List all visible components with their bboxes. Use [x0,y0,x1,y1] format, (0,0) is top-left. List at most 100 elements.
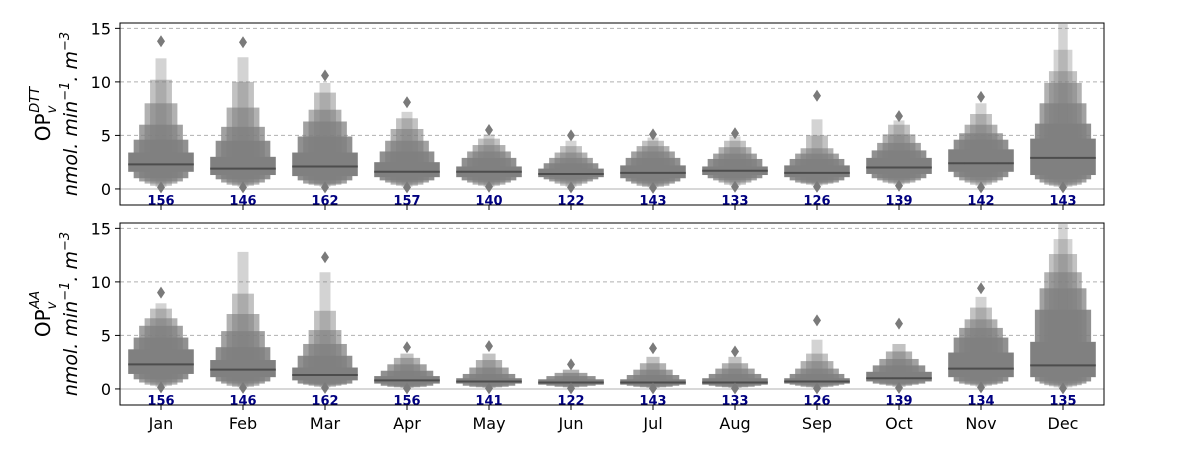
outlier-marker-low [977,181,985,194]
outlier-marker [977,282,985,295]
xtick-label-apr: Apr [393,414,421,433]
boxen-feb: 146 [210,36,276,209]
boxen-jan: 156 [128,35,194,209]
outlier-marker-low [567,181,575,194]
ytick-label-15: 15 [91,219,111,238]
outlier-marker-low [485,382,493,395]
xtick-label-oct: Oct [885,414,913,433]
outlier-marker-low [403,181,411,194]
boxen-level-4 [964,319,998,385]
outlier-marker [157,35,165,48]
boxen-level-6 [1053,49,1073,187]
ylabel-quantity: OPvAA [28,291,60,337]
boxen-level-6 [975,296,987,387]
boxen-level-5 [150,79,172,186]
outlier-marker [485,124,493,137]
boxen-level-4 [800,148,834,184]
boxen-level-6 [319,82,331,187]
ytick-label-10: 10 [91,273,111,292]
boxen-level-5 [892,343,906,387]
outlier-marker [895,317,903,330]
outlier-marker-low [403,382,411,395]
boxen-level-4 [882,134,916,183]
boxen-level-6 [729,136,741,186]
outlier-marker-low [813,180,821,193]
outlier-marker [567,358,575,371]
panel-1: 156 146 162 157 140 122 143 133 126 139 142 1430510… [28,19,1105,210]
outlier-marker [649,128,657,141]
boxen-nov: 134 [948,282,1014,409]
boxen-level-5 [396,118,418,186]
outlier-marker [731,127,739,140]
outlier-marker-low [731,180,739,193]
xtick-label-jun: Jun [558,414,584,433]
outlier-marker [567,129,575,142]
x-axis-labels: Jan Feb Mar Apr May Jun Jul Aug Sep Oct Nov Dec [148,414,1079,433]
boxen-level-5 [482,353,496,388]
boxen-level-4 [144,318,178,385]
boxen-apr: 156 [374,341,440,409]
boxen-level-6 [155,58,167,187]
boxen-level-6 [319,272,331,388]
ytick-label-15: 15 [91,19,111,38]
boxen-level-7 [1058,24,1068,188]
boxen-level-5 [728,356,742,388]
outlier-marker-low [321,381,329,394]
xtick-label-mar: Mar [310,414,341,433]
boxen-level-6 [237,57,249,187]
outlier-marker-low [485,180,493,193]
outlier-marker [321,251,329,264]
xtick-label-nov: Nov [965,414,996,433]
ylabel-quantity: OPvDTT [28,86,60,141]
outlier-marker-low [731,382,739,395]
boxen-level-5 [232,81,254,186]
boxen-oct: 139 [866,317,932,409]
boxen-level-6 [647,137,659,188]
xtick-label-may: May [472,414,505,433]
outlier-marker [895,110,903,123]
panel-2: 156 146 162 156 141 122 143 133 126 139 134 1350510… [28,219,1105,410]
boxen-level-5 [970,114,992,185]
boxen-jan: 156 [128,286,194,409]
outlier-marker [485,340,493,353]
boxen-level-5 [806,353,828,388]
boxen-feb: 146 [210,251,276,409]
boxen-level-4 [718,147,752,183]
ytick-label-5: 5 [101,326,111,345]
boxen-level-4 [636,146,670,186]
outlier-marker-low [239,381,247,394]
boxen-level-5 [400,353,414,388]
boxen-dec: 143 [1030,24,1096,209]
boxen-mar: 162 [292,69,358,209]
outlier-marker-low [649,382,657,395]
boxen-level-5 [1048,71,1078,186]
boxen-level-5 [150,308,172,386]
boxen-level-5 [1048,254,1078,387]
boxen-sep: 126 [784,314,850,409]
xtick-label-dec: Dec [1048,414,1079,433]
boxen-level-6 [975,103,987,186]
boxen-level-4 [308,109,342,185]
boxen-oct: 139 [866,110,932,209]
xtick-label-feb: Feb [229,414,257,433]
outlier-marker [157,286,165,299]
outlier-marker-low [157,381,165,394]
ytick-label-0: 0 [101,180,111,199]
boxen-level-5 [232,293,254,387]
outlier-marker [977,90,985,103]
boxen-level-5 [314,92,336,186]
boxen-jul: 143 [620,128,686,209]
boxen-level-4 [554,152,588,184]
outlier-marker-low [239,181,247,194]
outlier-marker-low [1059,181,1067,194]
boxen-may: 140 [456,124,522,209]
boxen-level-5 [642,140,664,187]
boxen-jun: 122 [538,129,604,209]
outlier-marker-low [977,381,985,394]
boxen-level-5 [560,146,582,186]
boxen-level-4 [1044,82,1082,185]
ytick-label-0: 0 [101,380,111,399]
boxen-may: 141 [456,340,522,409]
boxen-level-4 [144,103,178,184]
boxen-level-5 [724,140,746,185]
